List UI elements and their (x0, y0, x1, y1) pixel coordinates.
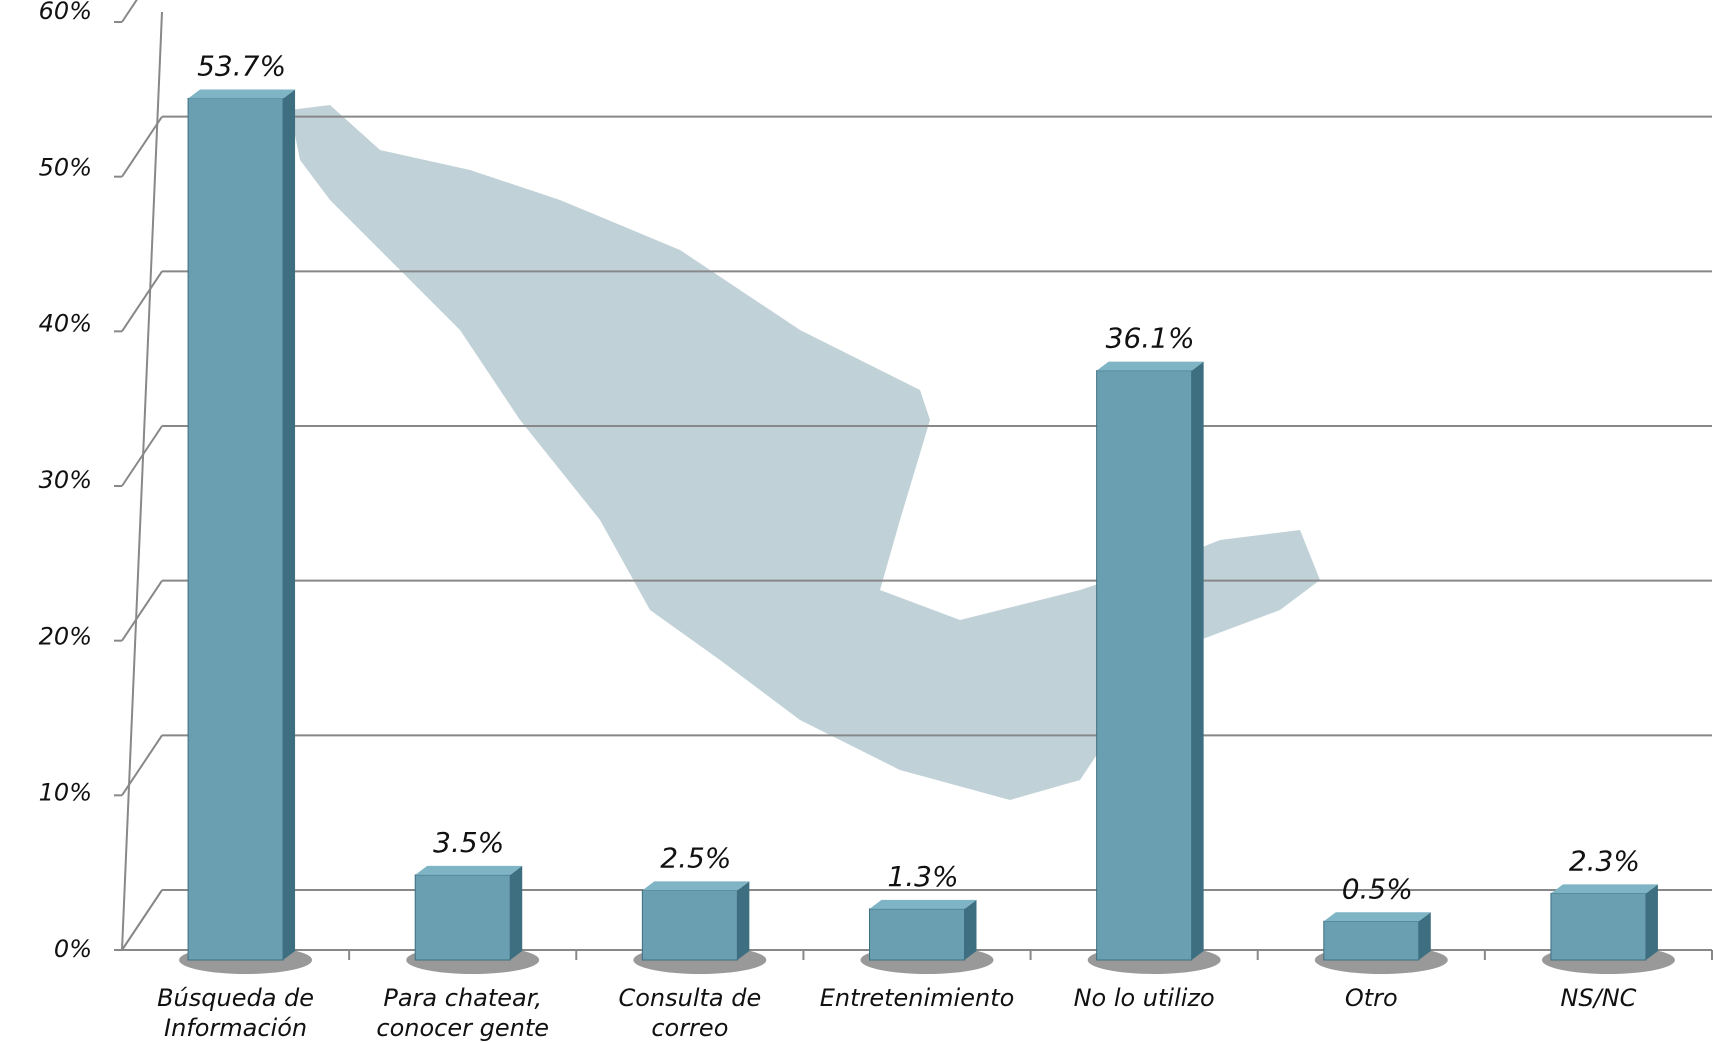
bar-top (188, 89, 296, 99)
grid-line (121, 116, 163, 178)
bar (1096, 370, 1193, 961)
bar-side (1191, 361, 1204, 960)
value-label: 3.5% (433, 826, 504, 859)
grid-line (121, 425, 163, 487)
value-label: 0.5% (1342, 872, 1413, 905)
bar-side (737, 881, 750, 960)
bar-side (1645, 884, 1658, 960)
value-label: 2.3% (1569, 844, 1640, 877)
grid-line (121, 889, 163, 951)
grid-line (121, 270, 163, 332)
bar-top (869, 899, 977, 909)
y-tick-label: 60% (39, 0, 92, 25)
y-tick-label: 50% (39, 153, 92, 181)
y-tick-label: 30% (39, 466, 92, 494)
grid-line (121, 0, 138, 23)
bar-side (510, 865, 523, 960)
x-tick-label: Entretenimiento (819, 984, 1015, 1012)
bar-top (415, 865, 523, 875)
y-axis (121, 11, 163, 951)
y-tick-label: 20% (39, 622, 92, 650)
y-tick-label: 10% (39, 779, 92, 807)
y-tick-label: 40% (39, 310, 92, 338)
x-tick-label: Otro (1344, 984, 1398, 1012)
x-tick-label: Para chatear, conocer gente (376, 984, 550, 1042)
value-label: 2.5% (660, 841, 731, 874)
bar (641, 889, 738, 961)
bar-top (1323, 912, 1431, 922)
value-label: 36.1% (1106, 322, 1195, 355)
bar-side (283, 89, 296, 960)
x-tick-label: Consulta de correo (618, 984, 762, 1042)
bar (187, 97, 284, 961)
bar-top (642, 881, 750, 891)
bar-top (1096, 361, 1204, 371)
grid-line (121, 580, 163, 642)
background-map (290, 105, 1320, 800)
bar (1323, 920, 1420, 961)
bar (1550, 892, 1647, 961)
x-tick-label: NS/NC (1560, 984, 1637, 1012)
value-label: 1.3% (887, 860, 958, 893)
bar (414, 874, 511, 961)
value-label: 53.7% (197, 49, 286, 82)
bar-top (1550, 884, 1658, 894)
bar (869, 908, 965, 961)
bar-side (964, 899, 977, 960)
x-tick-label: Búsqueda de Información (157, 984, 315, 1042)
y-tick-label: 0% (54, 935, 92, 963)
grid-line (121, 734, 163, 796)
bar-side (1418, 912, 1431, 960)
x-tick-label: No lo utilizo (1073, 984, 1215, 1012)
